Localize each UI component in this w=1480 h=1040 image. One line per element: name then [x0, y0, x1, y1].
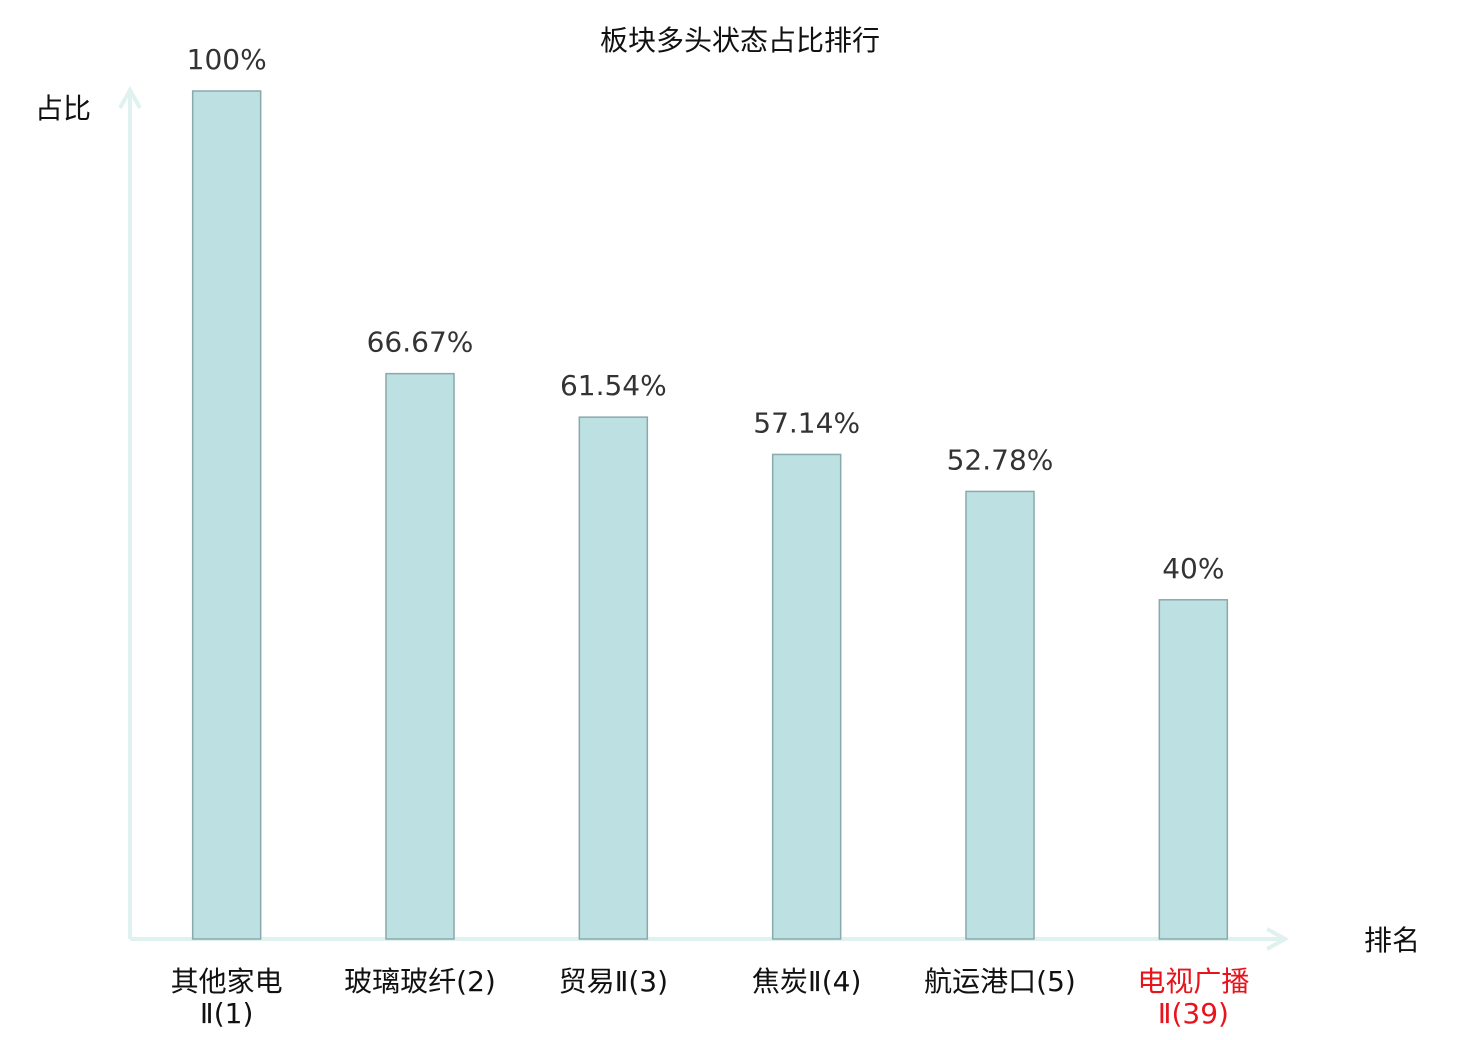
value-label: 66.67%	[367, 326, 474, 359]
x-tick-label: 航运港口(5)	[924, 965, 1076, 998]
bar	[771, 453, 842, 940]
bar	[385, 372, 455, 940]
x-axis-arrow	[1266, 927, 1290, 951]
bar	[1158, 599, 1229, 940]
y-axis-arrow	[118, 85, 142, 109]
value-label: 61.54%	[560, 369, 667, 402]
y-axis-label: 占比	[35, 92, 91, 125]
x-tick-label: 焦炭Ⅱ(4)	[751, 965, 862, 998]
chart-title: 板块多头状态占比排行	[600, 24, 880, 57]
x-tick-label: 贸易Ⅱ(3)	[558, 965, 669, 998]
value-label: 100%	[187, 43, 267, 76]
x-tick-label: 电视广播 Ⅱ(39)	[1137, 965, 1250, 1030]
value-label: 52.78%	[947, 443, 1054, 476]
x-tick-label: 玻璃玻纤(2)	[344, 965, 496, 998]
bar	[578, 416, 649, 940]
x-tick-label: 其他家电 Ⅱ(1)	[170, 965, 283, 1030]
x-axis-label: 排名	[1364, 924, 1420, 957]
value-label: 40%	[1162, 552, 1224, 585]
bar	[965, 490, 1035, 940]
value-label: 57.14%	[753, 406, 860, 439]
bar	[191, 90, 262, 940]
